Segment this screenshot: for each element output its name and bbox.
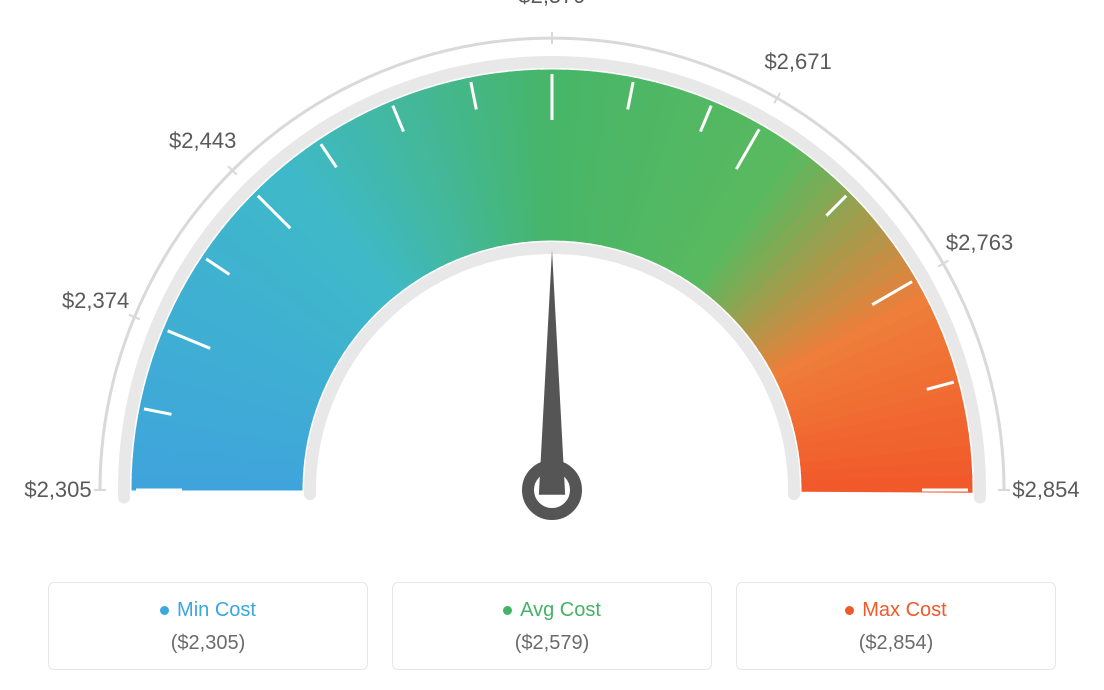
- dot-icon: [845, 606, 854, 615]
- gauge-svg: [0, 0, 1104, 560]
- gauge-tick-label: $2,763: [946, 230, 1013, 256]
- gauge-chart: $2,305 $2,374 $2,443 $2,579 $2,671 $2,763 $2,8…: [0, 0, 1104, 560]
- legend-label-min: Min Cost: [177, 599, 256, 622]
- legend-card-min: Min Cost ($2,305): [48, 582, 368, 670]
- dot-icon: [503, 606, 512, 615]
- dot-icon: [160, 606, 169, 615]
- legend-title-min: Min Cost: [160, 599, 256, 622]
- legend-value-min: ($2,305): [69, 632, 347, 655]
- legend-title-max: Max Cost: [845, 599, 946, 622]
- gauge-tick-label: $2,671: [764, 49, 831, 75]
- gauge-tick-label: $2,443: [169, 128, 236, 154]
- legend-label-max: Max Cost: [862, 599, 946, 622]
- legend-card-avg: Avg Cost ($2,579): [392, 582, 712, 670]
- legend-value-max: ($2,854): [757, 632, 1035, 655]
- gauge-tick-label: $2,374: [62, 288, 129, 314]
- gauge-tick-label: $2,305: [24, 477, 91, 503]
- gauge-tick-label: $2,579: [518, 0, 585, 9]
- legend-value-avg: ($2,579): [413, 632, 691, 655]
- legend-card-max: Max Cost ($2,854): [736, 582, 1056, 670]
- legend-row: Min Cost ($2,305) Avg Cost ($2,579) Max …: [0, 582, 1104, 670]
- legend-label-avg: Avg Cost: [520, 599, 601, 622]
- legend-title-avg: Avg Cost: [503, 599, 601, 622]
- gauge-tick-label: $2,854: [1012, 477, 1079, 503]
